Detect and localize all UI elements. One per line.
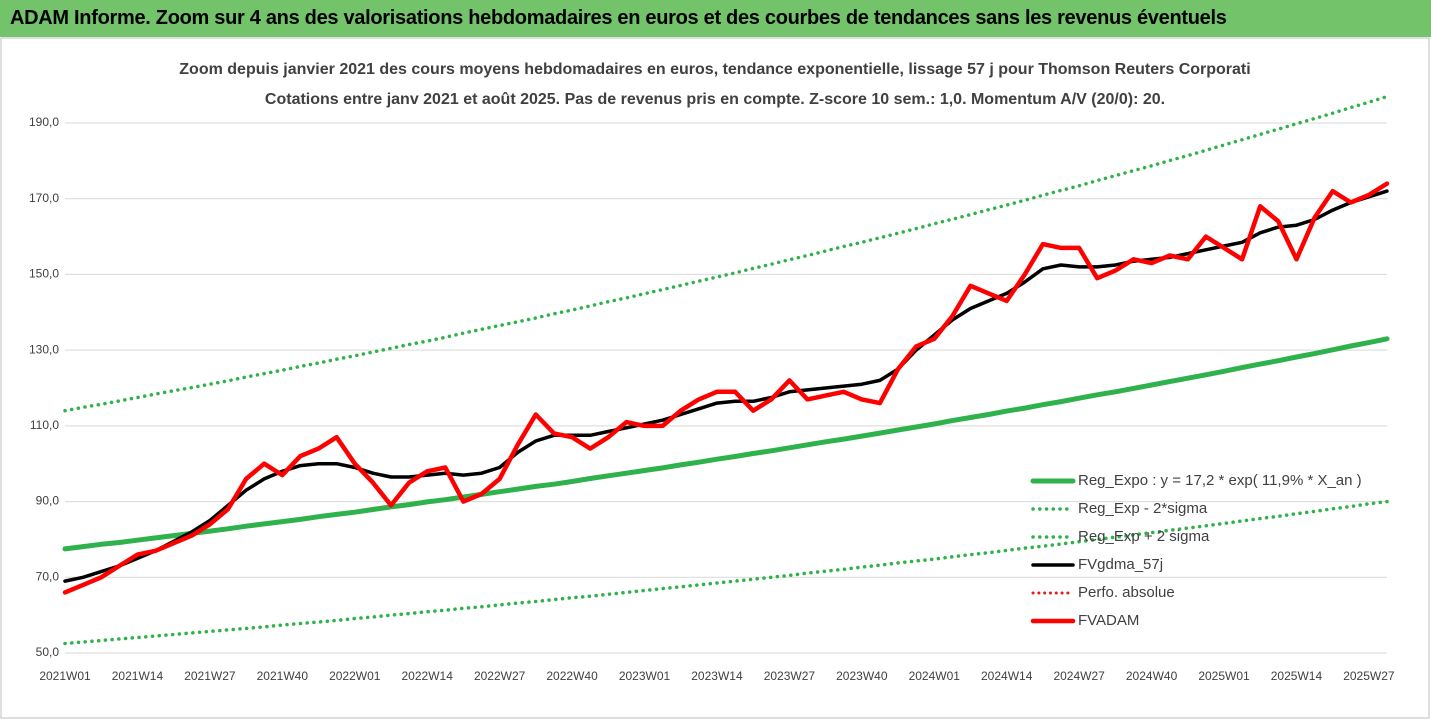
- legend-label: Reg_Exp - 2*sigma: [1078, 500, 1208, 517]
- chart-frame: [0, 37, 1430, 719]
- x-tick-label: 2022W01: [329, 669, 381, 683]
- x-tick-label: 2025W27: [1343, 669, 1395, 683]
- x-tick-label: 2024W01: [909, 669, 961, 683]
- x-tick-label: 2025W01: [1198, 669, 1250, 683]
- chart: Zoom depuis janvier 2021 des cours moyen…: [0, 37, 1430, 719]
- y-tick-label: 110,0: [30, 418, 59, 432]
- x-tick-label: 2021W27: [184, 669, 236, 683]
- series-line: [62, 336, 1390, 552]
- x-tick-label: 2023W14: [691, 669, 743, 683]
- y-tick-label: 150,0: [29, 267, 59, 281]
- series-line: [63, 94, 1389, 413]
- y-tick-label: 70,0: [36, 569, 60, 583]
- x-tick-label: 2022W27: [474, 669, 526, 683]
- x-tick-label: 2021W40: [257, 669, 309, 683]
- series-line: [62, 181, 1390, 595]
- x-tick-label: 2024W27: [1053, 669, 1105, 683]
- legend-label: FVgdma_57j: [1078, 556, 1163, 573]
- chart-subtitle: Cotations entre janv 2021 et août 2025. …: [265, 91, 1165, 108]
- x-tick-label: 2021W01: [39, 669, 91, 683]
- banner-title: ADAM Informe. Zoom sur 4 ans des valoris…: [0, 0, 1431, 37]
- x-tick-label: 2023W40: [836, 669, 888, 683]
- legend-label: Reg_Expo : y = 17,2 * exp( 11,9% * X_an …: [1078, 472, 1362, 489]
- x-tick-label: 2022W40: [546, 669, 598, 683]
- y-tick-label: 50,0: [36, 645, 60, 659]
- x-tick-label: 2024W40: [1126, 669, 1178, 683]
- x-tick-label: 2023W01: [619, 669, 671, 683]
- legend-label: Reg_Exp + 2 sigma: [1078, 528, 1210, 545]
- x-tick-label: 2023W27: [764, 669, 816, 683]
- x-tick-label: 2021W14: [112, 669, 164, 683]
- x-tick-label: 2024W14: [981, 669, 1033, 683]
- x-tick-label: 2022W14: [402, 669, 454, 683]
- legend-label: Perfo. absolue: [1078, 584, 1175, 601]
- legend-label: FVADAM: [1078, 612, 1139, 629]
- chart-title: Zoom depuis janvier 2021 des cours moyen…: [179, 61, 1250, 78]
- y-tick-label: 90,0: [36, 494, 60, 508]
- series-line: [63, 499, 1389, 646]
- x-tick-label: 2025W14: [1271, 669, 1323, 683]
- y-tick-label: 190,0: [29, 115, 59, 129]
- y-tick-label: 130,0: [29, 342, 59, 356]
- y-tick-label: 170,0: [29, 191, 59, 205]
